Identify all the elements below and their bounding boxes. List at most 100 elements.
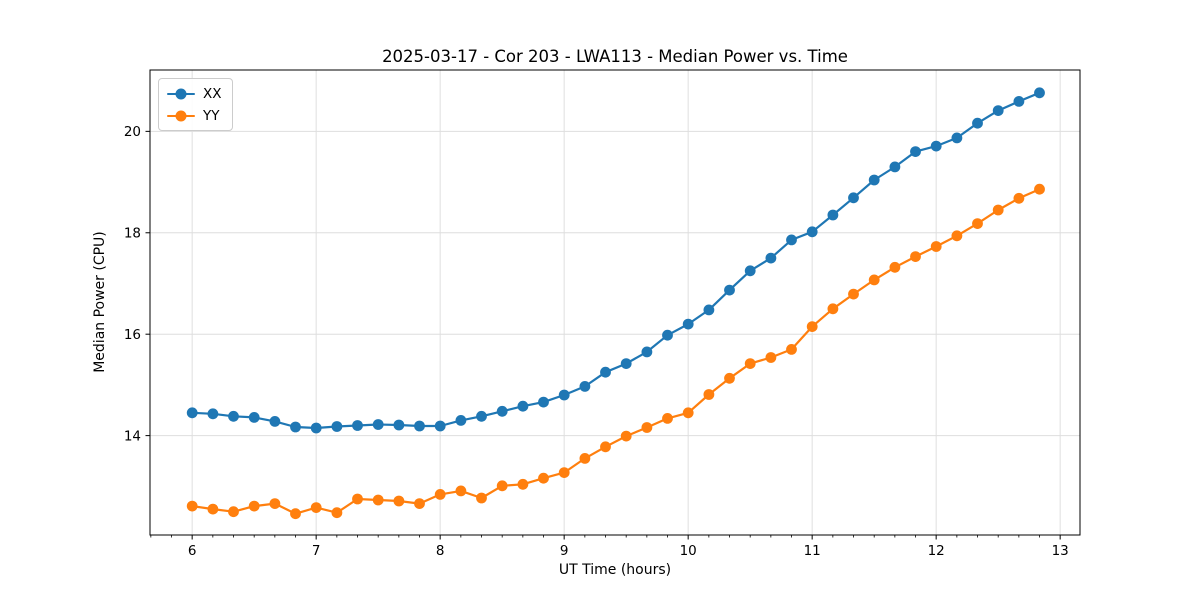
- data-point-marker: [352, 493, 363, 505]
- grid: [150, 70, 1080, 535]
- data-point-marker: [951, 230, 963, 242]
- data-point-marker: [662, 329, 673, 341]
- data-point-marker: [806, 321, 818, 332]
- data-point-marker: [517, 478, 529, 490]
- data-point-marker: [393, 495, 405, 507]
- data-point-marker: [269, 416, 281, 427]
- data-point-marker: [1013, 96, 1025, 107]
- data-point-marker: [889, 261, 901, 273]
- data-point-marker: [662, 413, 673, 424]
- data-point-marker: [290, 508, 301, 520]
- data-point-marker: [455, 485, 467, 497]
- data-point-marker: [434, 420, 446, 432]
- data-point-marker: [992, 204, 1004, 216]
- x-tick-label: 7: [312, 543, 321, 559]
- x-tick-label: 10: [680, 543, 697, 559]
- data-point-marker: [352, 420, 363, 431]
- data-point-marker: [496, 405, 508, 417]
- data-point-marker: [310, 422, 322, 434]
- data-point-marker: [372, 494, 384, 506]
- data-point-marker: [207, 408, 219, 420]
- series-yy: [186, 183, 1045, 520]
- data-point-marker: [641, 422, 653, 433]
- y-axis: 14 16 18 20: [124, 124, 150, 444]
- data-point-marker: [393, 419, 405, 431]
- data-point-marker: [558, 389, 570, 401]
- data-point-marker: [1034, 87, 1045, 99]
- x-axis: 6 7 8 9 10 11 12 13: [150, 535, 1069, 559]
- data-point-marker: [910, 251, 921, 262]
- chart-title: 2025-03-17 - Cor 203 - LWA113 - Median P…: [382, 47, 848, 66]
- series-yy-swatch-icon: [167, 110, 195, 122]
- x-tick-label: 12: [928, 543, 945, 559]
- data-point-marker: [414, 498, 425, 509]
- series-xx-swatch-icon: [167, 88, 195, 100]
- series-xx: [186, 87, 1045, 434]
- data-point-marker: [186, 407, 198, 419]
- x-tick-label: 13: [1052, 543, 1069, 559]
- data-point-marker: [496, 480, 508, 492]
- data-point-marker: [476, 492, 487, 504]
- data-point-marker: [786, 234, 797, 246]
- legend: XX YY: [158, 78, 233, 131]
- data-point-marker: [414, 420, 425, 432]
- data-point-marker: [682, 407, 694, 419]
- x-tick-label: 11: [804, 543, 821, 559]
- data-point-marker: [1034, 183, 1045, 195]
- data-point-marker: [765, 352, 777, 363]
- data-point-marker: [848, 288, 859, 300]
- data-point-marker: [930, 241, 942, 252]
- data-point-marker: [682, 318, 694, 330]
- data-point-marker: [579, 381, 591, 392]
- data-point-marker: [703, 389, 715, 400]
- data-point-marker: [972, 117, 983, 129]
- data-point-marker: [455, 415, 467, 426]
- data-point-marker: [972, 218, 983, 230]
- data-point-marker: [620, 358, 632, 369]
- data-point-marker: [786, 344, 797, 355]
- legend-entry-xx: XX: [167, 85, 222, 102]
- data-point-marker: [868, 274, 880, 286]
- y-tick-label: 18: [124, 226, 141, 242]
- data-point-marker: [579, 453, 591, 464]
- data-point-marker: [765, 252, 777, 264]
- data-point-marker: [641, 346, 653, 358]
- data-point-marker: [538, 396, 549, 408]
- data-point-marker: [744, 265, 756, 277]
- data-point-marker: [207, 503, 219, 515]
- y-tick-label: 14: [124, 428, 141, 444]
- data-point-marker: [269, 498, 281, 509]
- data-point-marker: [538, 472, 549, 484]
- data-point-marker: [848, 192, 859, 204]
- data-point-marker: [724, 284, 735, 296]
- data-point-marker: [600, 366, 611, 378]
- plot-frame: [149, 69, 1081, 536]
- legend-entry-yy: YY: [167, 107, 222, 124]
- data-point-marker: [951, 132, 963, 144]
- y-axis-label: Median Power (CPU): [92, 231, 108, 373]
- data-point-marker: [476, 410, 487, 422]
- data-point-marker: [331, 507, 343, 519]
- data-point-marker: [1013, 192, 1025, 204]
- legend-label-xx: XX: [203, 85, 222, 102]
- legend-label-yy: YY: [203, 107, 220, 124]
- data-point-marker: [331, 421, 343, 432]
- x-tick-label: 8: [436, 543, 445, 559]
- data-point-marker: [434, 489, 446, 500]
- data-point-marker: [889, 161, 901, 173]
- data-point-marker: [724, 372, 735, 384]
- data-point-marker: [930, 140, 942, 152]
- series-line: [192, 188, 1040, 515]
- x-axis-label: UT Time (hours): [558, 562, 672, 578]
- data-point-marker: [827, 303, 839, 315]
- data-point-marker: [744, 358, 756, 369]
- data-point-marker: [372, 419, 384, 430]
- data-point-marker: [228, 410, 239, 422]
- data-point-marker: [228, 506, 239, 518]
- x-tick-label: 6: [188, 543, 197, 559]
- data-point-marker: [600, 441, 611, 453]
- data-point-marker: [620, 430, 632, 442]
- y-tick-label: 16: [124, 327, 141, 343]
